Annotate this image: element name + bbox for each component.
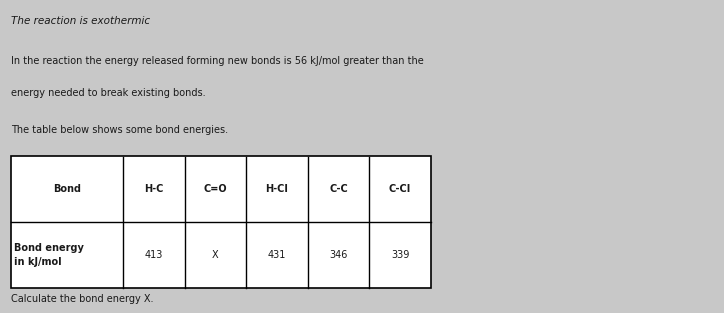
- Text: 346: 346: [329, 250, 348, 260]
- Text: C-Cl: C-Cl: [389, 184, 411, 194]
- Text: 431: 431: [268, 250, 286, 260]
- Text: Bond: Bond: [53, 184, 81, 194]
- Text: 339: 339: [391, 250, 409, 260]
- Text: C=O: C=O: [203, 184, 227, 194]
- Text: In the reaction the energy released forming new bonds is 56 kJ/mol greater than : In the reaction the energy released form…: [11, 56, 424, 66]
- Text: H-C: H-C: [144, 184, 164, 194]
- Text: 413: 413: [145, 250, 163, 260]
- Text: X: X: [212, 250, 219, 260]
- Text: H-Cl: H-Cl: [266, 184, 288, 194]
- Text: The table below shows some bond energies.: The table below shows some bond energies…: [11, 125, 228, 135]
- Text: Bond energy
in kJ/mol: Bond energy in kJ/mol: [14, 244, 85, 267]
- Text: C-C: C-C: [329, 184, 348, 194]
- Text: energy needed to break existing bonds.: energy needed to break existing bonds.: [11, 88, 206, 98]
- Text: Calculate the bond energy X.: Calculate the bond energy X.: [11, 294, 153, 304]
- Text: The reaction is exothermic: The reaction is exothermic: [11, 16, 150, 26]
